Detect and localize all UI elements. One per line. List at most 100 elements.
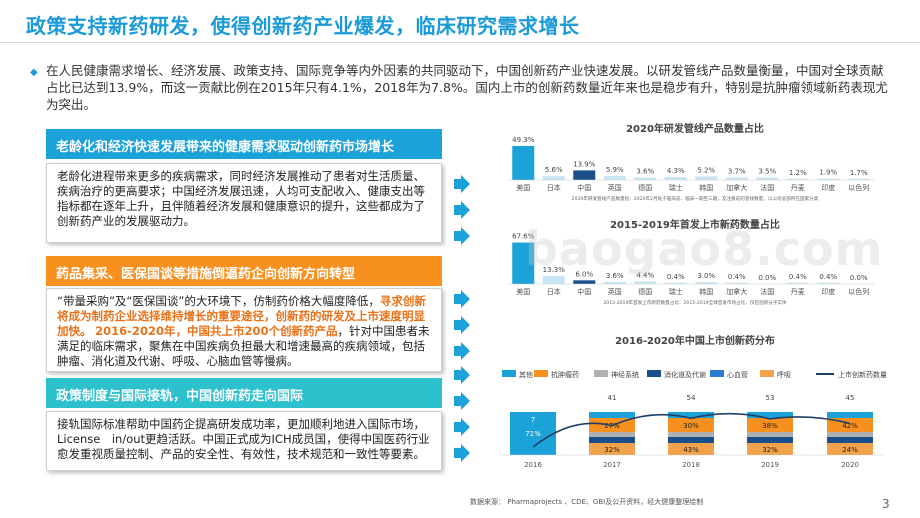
data-label: 5.2% bbox=[697, 166, 715, 174]
data-label: 0.4% bbox=[819, 273, 837, 281]
legend-label: 呼吸 bbox=[777, 370, 791, 379]
bar bbox=[725, 177, 748, 180]
tick-label: 英国 bbox=[608, 183, 622, 192]
tick-label: 瑞士 bbox=[669, 183, 683, 192]
tick-label: 2017 bbox=[603, 461, 621, 469]
chevron-right-icon bbox=[452, 201, 470, 219]
chart-note: 2015-2019年首发上市新药数量占比：2015-2019全球首发市场占比，仅… bbox=[603, 299, 787, 306]
card-body-highlight: 寻求创新将成为制药企业选择维持增长的重要途径，创新药的研发及上市速度明显加快。 bbox=[57, 294, 426, 338]
tick-label: 2019 bbox=[761, 461, 779, 469]
data-label: 13.3% bbox=[543, 266, 566, 274]
charts-area: 2020年研发管线产品数量占比 49.3% 美国 5.6% 日本 13.9% 中国 5.9% 英… bbox=[500, 122, 887, 469]
chevron-right-icon bbox=[452, 316, 470, 334]
tick-label: 2018 bbox=[682, 461, 700, 469]
bar-segment-other bbox=[589, 412, 635, 418]
data-label: 1.2% bbox=[789, 169, 807, 177]
data-label: 32% bbox=[762, 446, 778, 454]
bar bbox=[817, 282, 840, 284]
data-label: 1.9% bbox=[819, 169, 837, 177]
bar bbox=[786, 178, 809, 180]
bar bbox=[512, 145, 535, 180]
diamond-bullet-icon: ◆ bbox=[30, 67, 38, 78]
tick-label: 英国 bbox=[608, 287, 622, 296]
data-label: 43% bbox=[683, 446, 699, 454]
bar bbox=[695, 176, 718, 180]
tick-label: 德国 bbox=[638, 183, 652, 192]
count-line bbox=[532, 412, 851, 448]
data-label: 54 bbox=[687, 394, 696, 402]
data-label: 5.6% bbox=[545, 166, 563, 174]
bar bbox=[817, 178, 840, 180]
chevron-right-icon bbox=[452, 444, 470, 462]
bar-segment-respiratory bbox=[747, 443, 793, 455]
tick-label: 中国 bbox=[577, 287, 591, 296]
data-label: 3.0% bbox=[697, 272, 715, 280]
bar bbox=[786, 282, 809, 284]
page-number: 3 bbox=[882, 497, 890, 511]
data-label: 49.3% bbox=[512, 136, 535, 144]
title-divider bbox=[0, 42, 920, 43]
tick-label: 2016 bbox=[524, 461, 542, 469]
legend-label: 抗肿瘤药 bbox=[551, 370, 579, 379]
chevron-right-icon bbox=[452, 366, 470, 384]
bar-segment-digestive bbox=[747, 437, 793, 443]
bar-segment-respiratory bbox=[668, 443, 714, 455]
tick-label: 印度 bbox=[821, 183, 835, 192]
tick-label: 美国 bbox=[516, 183, 530, 192]
tick-label: 韩国 bbox=[699, 183, 713, 192]
card-body-aging: 老龄化进程带来更多的疾病需求，同时经济发展推动了患者对生活质量、疾病治疗的更高要… bbox=[46, 163, 442, 243]
data-label: 0.0% bbox=[850, 274, 868, 282]
data-label: 0.0% bbox=[758, 274, 776, 282]
legend-swatch bbox=[594, 370, 608, 377]
data-label: 38% bbox=[762, 422, 778, 430]
chevron-right-icon bbox=[452, 342, 470, 360]
bar bbox=[664, 177, 687, 180]
bar bbox=[725, 282, 748, 284]
data-label: 0.4% bbox=[789, 273, 807, 281]
data-label: 1.7% bbox=[850, 169, 868, 177]
data-label: 3.7% bbox=[728, 167, 746, 175]
chevron-right-icon bbox=[452, 227, 470, 245]
intro-paragraph: ◆ 在人民健康需求增长、经济发展、政策支持、国际竞争等内外因素的共同驱动下，中国… bbox=[30, 62, 890, 113]
data-label: 0.4% bbox=[728, 273, 746, 281]
tick-label: 韩国 bbox=[699, 287, 713, 296]
tick-label: 中国 bbox=[577, 183, 591, 192]
chevron-right-icon bbox=[452, 392, 470, 410]
bar bbox=[542, 176, 565, 180]
bar-segment-respiratory bbox=[589, 443, 635, 455]
data-label: 45 bbox=[846, 394, 855, 402]
legend-label: 消化道及代谢 bbox=[664, 370, 706, 379]
data-label: 4.3% bbox=[667, 167, 685, 175]
tick-label: 瑞士 bbox=[669, 287, 683, 296]
tick-label: 加拿大 bbox=[726, 287, 747, 296]
tick-label: 加拿大 bbox=[726, 183, 747, 192]
bar-segment-neuro bbox=[827, 432, 873, 437]
legend-label: 上市创新药数量 bbox=[838, 370, 887, 379]
chart-title: 2015-2019年首发上市新药数量占比 bbox=[610, 218, 780, 231]
data-label: 3.6% bbox=[636, 168, 654, 176]
bar bbox=[634, 281, 657, 284]
tick-label: 印度 bbox=[821, 287, 835, 296]
data-label: 32% bbox=[604, 446, 620, 454]
bar-segment-neuro bbox=[747, 432, 793, 437]
card-body-international: 接轨国际标准帮助中国药企提高研发成功率，更加顺利地进入国际市场，License … bbox=[46, 411, 442, 471]
legend-label: 心血管 bbox=[727, 370, 748, 379]
card-body-highlight: 2016-2020年，中国共上市200个创新药产品 bbox=[95, 324, 338, 338]
bar bbox=[573, 170, 596, 180]
data-label: 4.4% bbox=[636, 271, 654, 279]
tick-label: 以色列 bbox=[848, 183, 869, 192]
card-body-procurement: “带量采购”及“医保国谈”的大环境下，仿制药价格大幅度降低，寻求创新将成为制药企… bbox=[46, 288, 442, 372]
tick-label: 以色列 bbox=[848, 287, 869, 296]
chevron-right-icon bbox=[452, 418, 470, 436]
chart-note: 2020年研发管线产品数量指：2020年2月处于临床前、临床一期至三期，及注册前… bbox=[572, 195, 819, 202]
chevron-right-icon bbox=[452, 175, 470, 193]
chart-title: 2020年研发管线产品数量占比 bbox=[626, 122, 764, 135]
bar bbox=[603, 281, 626, 284]
data-label: 3.6% bbox=[606, 272, 624, 280]
bar-segment-tumor bbox=[668, 418, 714, 432]
page-title: 政策支持新药研发，使得创新药产业爆发，临床研究需求增长 bbox=[26, 14, 580, 38]
data-label: 7 bbox=[531, 416, 535, 424]
card-body-text: “带量采购”及“医保国谈”的大环境下，仿制药价格大幅度降低， bbox=[57, 294, 380, 308]
data-label: 6.0% bbox=[575, 270, 593, 278]
data-label: 42% bbox=[842, 422, 858, 430]
